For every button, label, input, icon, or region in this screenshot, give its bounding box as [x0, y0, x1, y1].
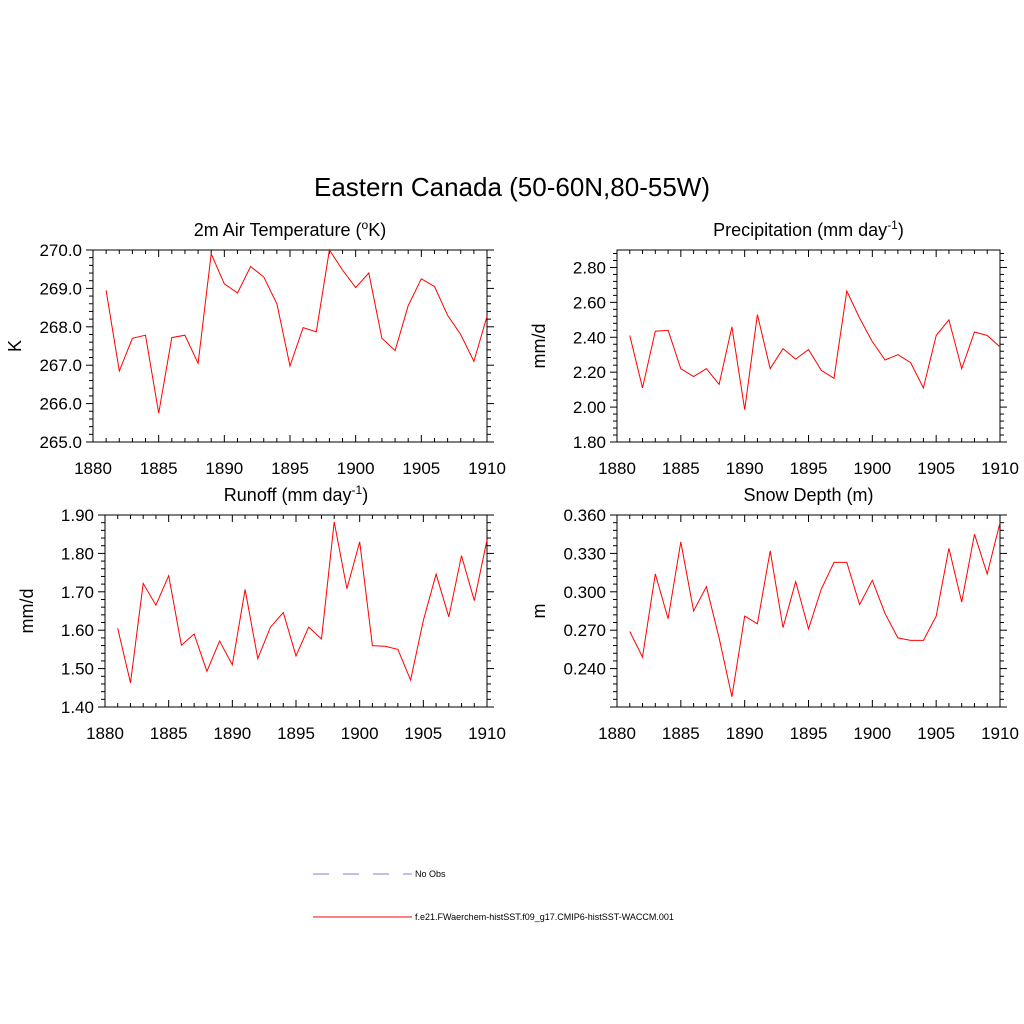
panel-precipitation: 1880 1885 1890 1895 1900 1905 1910 1.80 2.00 2.20… [529, 218, 1019, 478]
legend-label-model: f.e21.FWaerchem-histSST.f09_g17.CMIP6-hi… [415, 912, 674, 922]
y-tick-label: 265.0 [39, 433, 82, 452]
y-tick-label: 1.70 [61, 583, 94, 602]
panel-title-superscript: o [362, 218, 369, 232]
x-tick-label: 1900 [341, 724, 379, 743]
y-tick-label: 270.0 [39, 241, 82, 260]
y-tick-label: 2.80 [573, 258, 606, 277]
panel-air-temperature: 1880 1885 1890 1895 1900 1905 1910 265.0 266.0 26… [5, 218, 506, 478]
y-axis-label: mm/d [17, 589, 37, 634]
series-line [629, 522, 1001, 697]
x-tick-label: 1880 [598, 459, 636, 478]
x-tick-label: 1880 [598, 724, 636, 743]
plot-frame [616, 249, 1001, 443]
y-tick-label: 0.330 [563, 544, 606, 563]
panel-title: 2m Air Temperature (oK) [194, 218, 386, 240]
legend-label-no-obs: No Obs [415, 869, 446, 879]
y-tick-label: 1.40 [61, 698, 94, 717]
series-line [629, 289, 1001, 410]
y-axis-label: K [5, 340, 25, 352]
x-tick-label: 1890 [205, 459, 243, 478]
x-tick-label: 1885 [662, 724, 700, 743]
y-tick-label: 2.40 [573, 328, 606, 347]
panel-title-tail: K) [368, 220, 386, 240]
x-tick-label: 1910 [468, 724, 506, 743]
y-tick-label: 2.60 [573, 293, 606, 312]
y-tick-label: 268.0 [39, 318, 82, 337]
y-axis-label: m [529, 604, 549, 619]
figure-title: Eastern Canada (50-60N,80-55W) [314, 172, 710, 202]
series-line [105, 248, 488, 414]
plot-frame [92, 249, 488, 443]
y-tick-label: 267.0 [39, 356, 82, 375]
x-tick-label: 1880 [74, 459, 112, 478]
x-tick-label: 1900 [337, 459, 375, 478]
x-tick-label: 1890 [213, 724, 251, 743]
panel-title: Precipitation (mm day-1) [713, 218, 904, 240]
x-tick-label: 1905 [917, 459, 955, 478]
panel-title-tail: ) [362, 485, 368, 505]
x-tick-label: 1895 [790, 459, 828, 478]
x-tick-label: 1905 [917, 724, 955, 743]
x-tick-label: 1895 [790, 724, 828, 743]
x-tick-label: 1890 [726, 724, 764, 743]
x-tick-label: 1885 [150, 724, 188, 743]
plot-frame [616, 514, 1001, 708]
x-tick-label: 1910 [468, 459, 506, 478]
panel-title-superscript: -1 [887, 218, 898, 232]
y-tick-label: 1.60 [61, 621, 94, 640]
x-tick-label: 1885 [140, 459, 178, 478]
y-tick-label: 269.0 [39, 279, 82, 298]
x-tick-label: 1905 [402, 459, 440, 478]
panel-title-superscript: -1 [352, 483, 363, 497]
x-tick-label: 1885 [662, 459, 700, 478]
panel-title: Snow Depth (m) [743, 485, 873, 505]
legend: No Obs f.e21.FWaerchem-histSST.f09_g17.C… [313, 869, 674, 922]
y-tick-label: 0.360 [563, 506, 606, 525]
panel-title-main: Runoff (mm day [224, 485, 352, 505]
y-axis-label: mm/d [529, 324, 549, 369]
panel-title-tail: ) [898, 220, 904, 240]
panel-title: Runoff (mm day-1) [224, 483, 368, 505]
y-tick-label: 0.240 [563, 660, 606, 679]
y-tick-label: 2.20 [573, 363, 606, 382]
y-tick-label: 1.80 [573, 433, 606, 452]
x-tick-label: 1900 [853, 724, 891, 743]
x-tick-label: 1880 [86, 724, 124, 743]
x-tick-label: 1910 [981, 724, 1019, 743]
panel-title-main: Snow Depth (m) [743, 485, 873, 505]
x-tick-label: 1890 [726, 459, 764, 478]
y-tick-label: 2.00 [573, 398, 606, 417]
y-tick-label: 1.80 [61, 544, 94, 563]
panel-title-main: 2m Air Temperature ( [194, 220, 362, 240]
y-tick-label: 1.50 [61, 660, 94, 679]
plot-frame [104, 514, 488, 708]
y-tick-label: 266.0 [39, 395, 82, 414]
x-tick-label: 1905 [404, 724, 442, 743]
x-tick-label: 1895 [277, 724, 315, 743]
panel-snow-depth: 1880 1885 1890 1895 1900 1905 1910 0.240 0.270 0.… [529, 485, 1019, 743]
x-tick-label: 1895 [271, 459, 309, 478]
y-tick-label: 0.270 [563, 621, 606, 640]
series-line [117, 521, 488, 683]
y-tick-label: 1.90 [61, 506, 94, 525]
x-tick-label: 1910 [981, 459, 1019, 478]
panel-title-main: Precipitation (mm day [713, 220, 887, 240]
panel-runoff: 1880 1885 1890 1895 1900 1905 1910 1.40 1.50 1.60… [17, 483, 506, 743]
x-tick-label: 1900 [853, 459, 891, 478]
y-tick-label: 0.300 [563, 583, 606, 602]
